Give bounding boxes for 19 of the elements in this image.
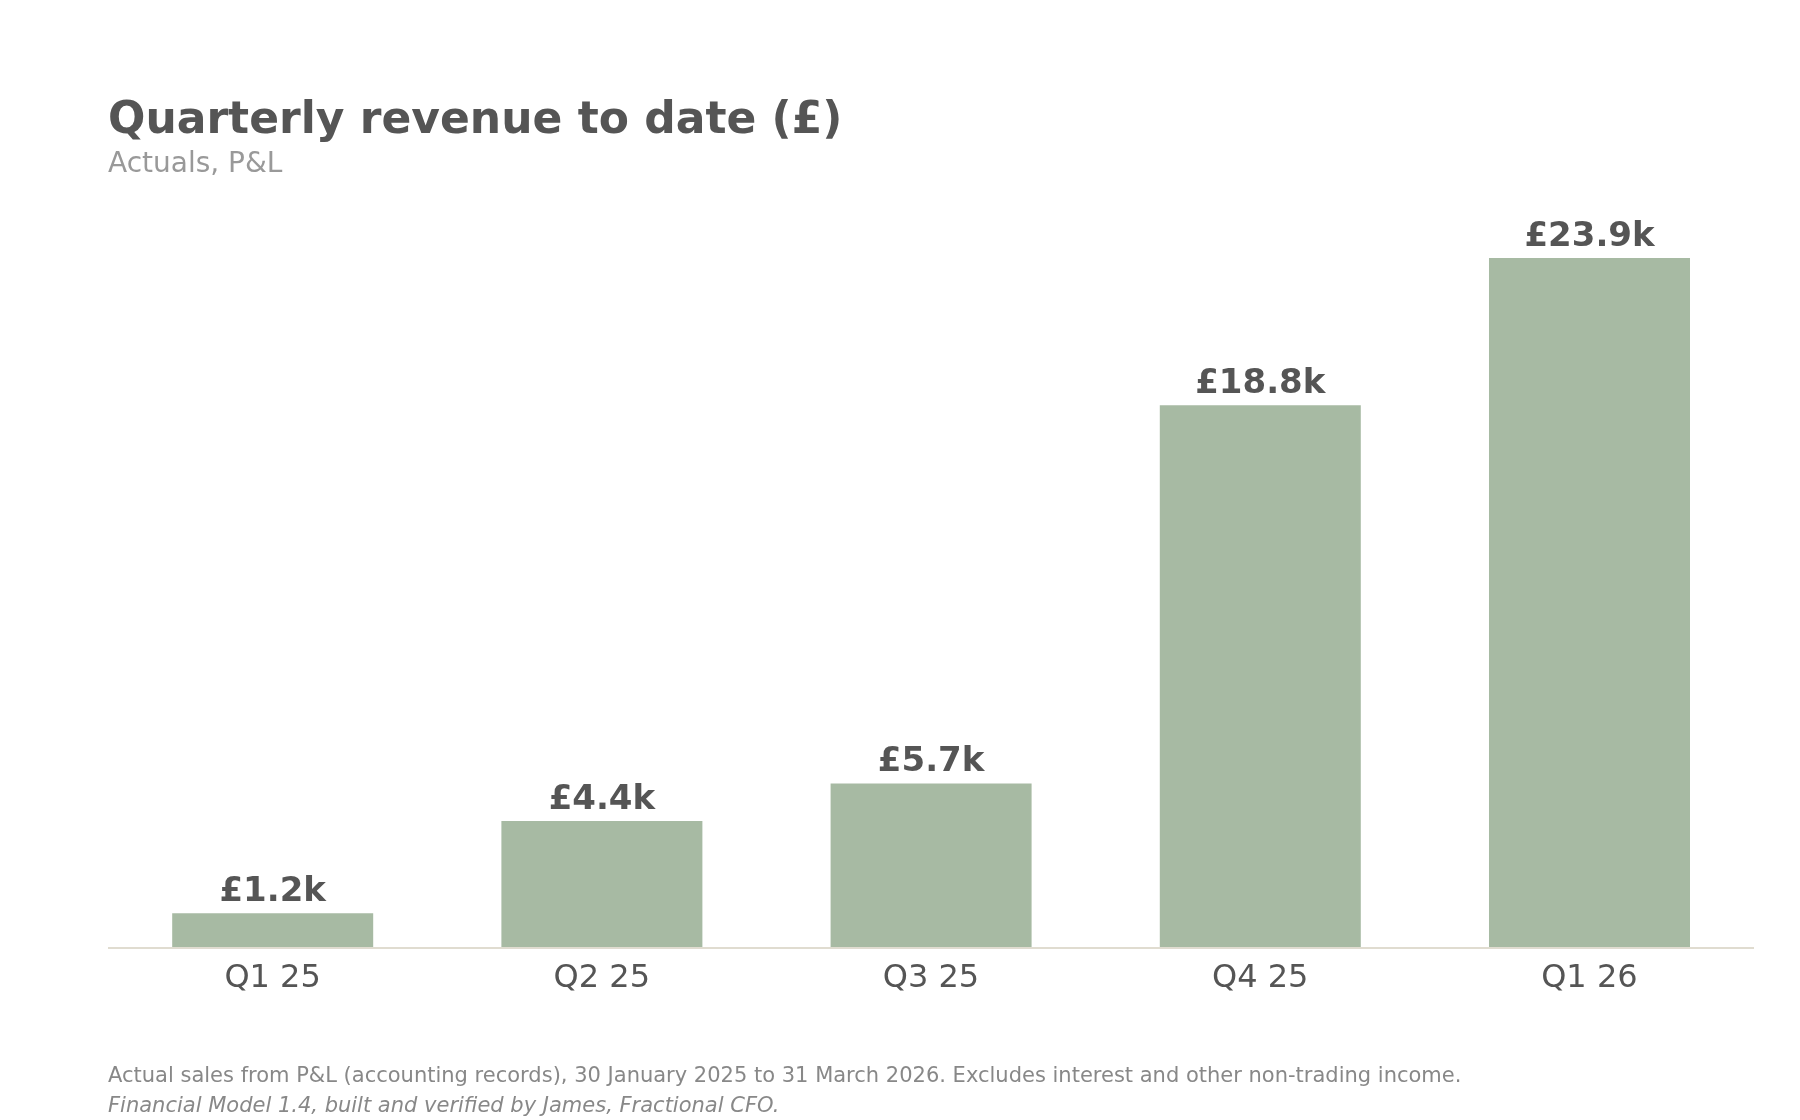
bar	[501, 820, 703, 948]
bar	[172, 913, 374, 948]
bar	[830, 783, 1032, 948]
x-tick-label: Q1 25	[224, 956, 321, 995]
bar	[1159, 405, 1361, 948]
data-label: £18.8k	[1195, 361, 1327, 402]
x-tick-label: Q2 25	[553, 956, 651, 995]
data-label: £4.4k	[548, 776, 657, 817]
text: Financial Model 1.4, built and verified by James, Fractional CFO.	[108, 1093, 780, 1117]
data-label: £5.7k	[877, 739, 986, 780]
x-tick-label: Q1 26	[1541, 956, 1638, 995]
data-label: £23.9k	[1524, 214, 1656, 254]
text: Actual sales from P&L (accounting records), 30 January 2025 to 31 March 2026. Excludes interest and other non-trading income.	[108, 1063, 1462, 1087]
chart-subtitle: Actuals, P&L	[108, 146, 283, 179]
x-tick-label: Q3 25	[882, 956, 980, 995]
x-tick-label: Q4 25	[1211, 956, 1309, 995]
data-label: £1.2k	[219, 869, 328, 910]
bar	[1488, 258, 1690, 948]
chart-title: Quarterly revenue to date (£)	[108, 92, 843, 143]
